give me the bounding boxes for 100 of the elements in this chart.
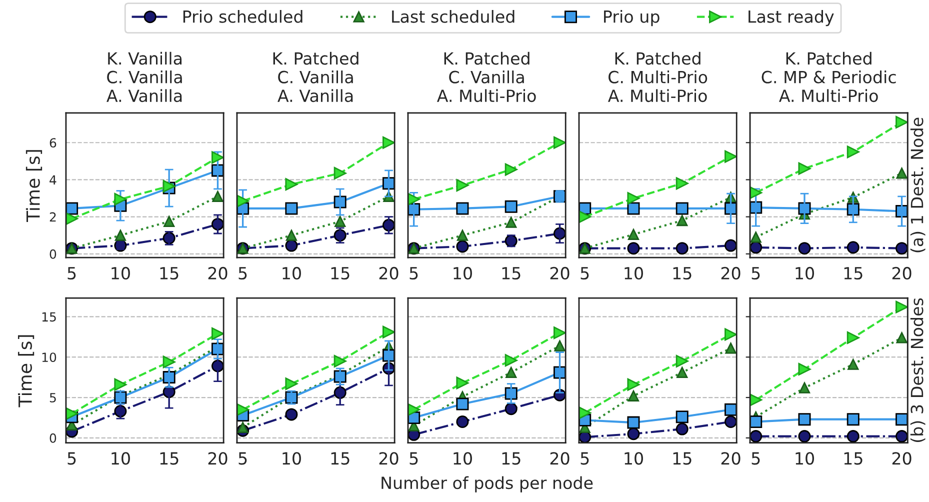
point — [285, 202, 298, 215]
point — [285, 378, 298, 390]
point — [554, 136, 566, 149]
x-tick-label: 5 — [68, 267, 76, 280]
x-tick-label: 10 — [282, 452, 301, 465]
point — [676, 242, 688, 255]
point — [334, 370, 346, 383]
point — [212, 190, 224, 202]
x-tick-label: 20 — [892, 452, 912, 465]
point — [162, 356, 176, 368]
x-tick-label: 15 — [502, 452, 520, 465]
point — [846, 146, 860, 158]
point — [554, 340, 566, 352]
x-tick-label: 15 — [673, 267, 692, 280]
point — [334, 166, 346, 180]
point — [724, 416, 737, 428]
point — [504, 354, 518, 367]
x-tick-label: 15 — [160, 267, 178, 280]
point — [676, 422, 688, 436]
y-tick-label: 6 — [50, 138, 56, 148]
point — [286, 230, 298, 241]
y2-axis-title: (a) 1 Dest. Node — [910, 118, 926, 252]
x-tick-label: 10 — [796, 266, 814, 280]
y-axis-title: Time [s] — [18, 335, 34, 408]
point — [676, 354, 688, 368]
x-tick-label: 5 — [752, 452, 760, 465]
x-tick-label: 5 — [580, 267, 589, 280]
point — [750, 241, 762, 254]
x-tick-label: 20 — [721, 266, 740, 280]
point — [554, 326, 566, 340]
point — [456, 230, 468, 241]
point — [798, 430, 811, 443]
point — [164, 216, 175, 227]
point — [382, 326, 395, 338]
point — [456, 398, 469, 410]
point — [798, 242, 811, 255]
point — [724, 150, 737, 163]
point — [504, 200, 518, 213]
x-tick-label: 20 — [550, 266, 570, 280]
x-tick-label: 15 — [502, 267, 520, 280]
point — [627, 242, 640, 255]
point — [66, 407, 78, 420]
point — [896, 168, 908, 179]
point — [285, 408, 298, 421]
y-tick-label: 0 — [50, 433, 56, 443]
point — [114, 378, 127, 391]
legend-label: Prio up — [604, 10, 660, 26]
point — [724, 239, 737, 252]
y-tick-label: 5 — [50, 393, 56, 402]
x-tick-label: 5 — [410, 267, 418, 280]
point — [846, 241, 860, 254]
x-tick-label: 10 — [624, 266, 643, 280]
point — [750, 232, 762, 243]
point — [896, 116, 908, 128]
point — [676, 177, 688, 190]
point — [579, 210, 592, 224]
point — [162, 371, 176, 384]
x-tick-label: 15 — [673, 452, 692, 465]
x-tick-label: 15 — [160, 452, 178, 465]
x-tick-label: 15 — [844, 267, 862, 280]
point — [408, 192, 420, 206]
y-tick-label: 0 — [50, 249, 56, 259]
point — [236, 194, 250, 208]
point — [676, 410, 688, 424]
point — [114, 192, 127, 206]
point — [506, 366, 517, 378]
point — [676, 366, 688, 378]
x-tick-label: 20 — [892, 266, 912, 280]
point — [285, 239, 298, 252]
point — [676, 214, 688, 226]
point — [456, 240, 469, 253]
y2-axis-title: (b) 3 Dest. Nodes — [910, 298, 926, 442]
point — [750, 394, 762, 406]
point — [846, 331, 860, 344]
point — [725, 342, 736, 354]
x-tick-label: 10 — [112, 266, 130, 280]
point — [896, 332, 908, 344]
point — [236, 403, 250, 416]
x-tick-label: 20 — [208, 452, 228, 465]
point — [750, 416, 762, 428]
point — [456, 179, 469, 192]
x-tick-label: 5 — [410, 452, 418, 465]
x-tick-label: 5 — [580, 452, 589, 465]
x-axis-title: Number of pods per node — [382, 476, 593, 492]
legend-label: Last scheduled — [392, 10, 514, 23]
x-tick-label: 15 — [844, 452, 862, 465]
x-tick-label: 15 — [331, 267, 350, 280]
y-axis-title: Time [s] — [26, 150, 42, 222]
point — [579, 406, 592, 420]
point — [627, 378, 640, 391]
point — [724, 403, 737, 416]
x-tick-label: 20 — [208, 266, 228, 280]
x-tick-label: 10 — [796, 452, 814, 465]
point — [211, 327, 224, 340]
point — [896, 300, 908, 314]
point — [846, 430, 860, 443]
legend-label: Last ready — [748, 10, 834, 26]
x-tick-label: 20 — [721, 452, 740, 465]
point — [896, 242, 908, 255]
x-tick-label: 5 — [68, 452, 76, 465]
